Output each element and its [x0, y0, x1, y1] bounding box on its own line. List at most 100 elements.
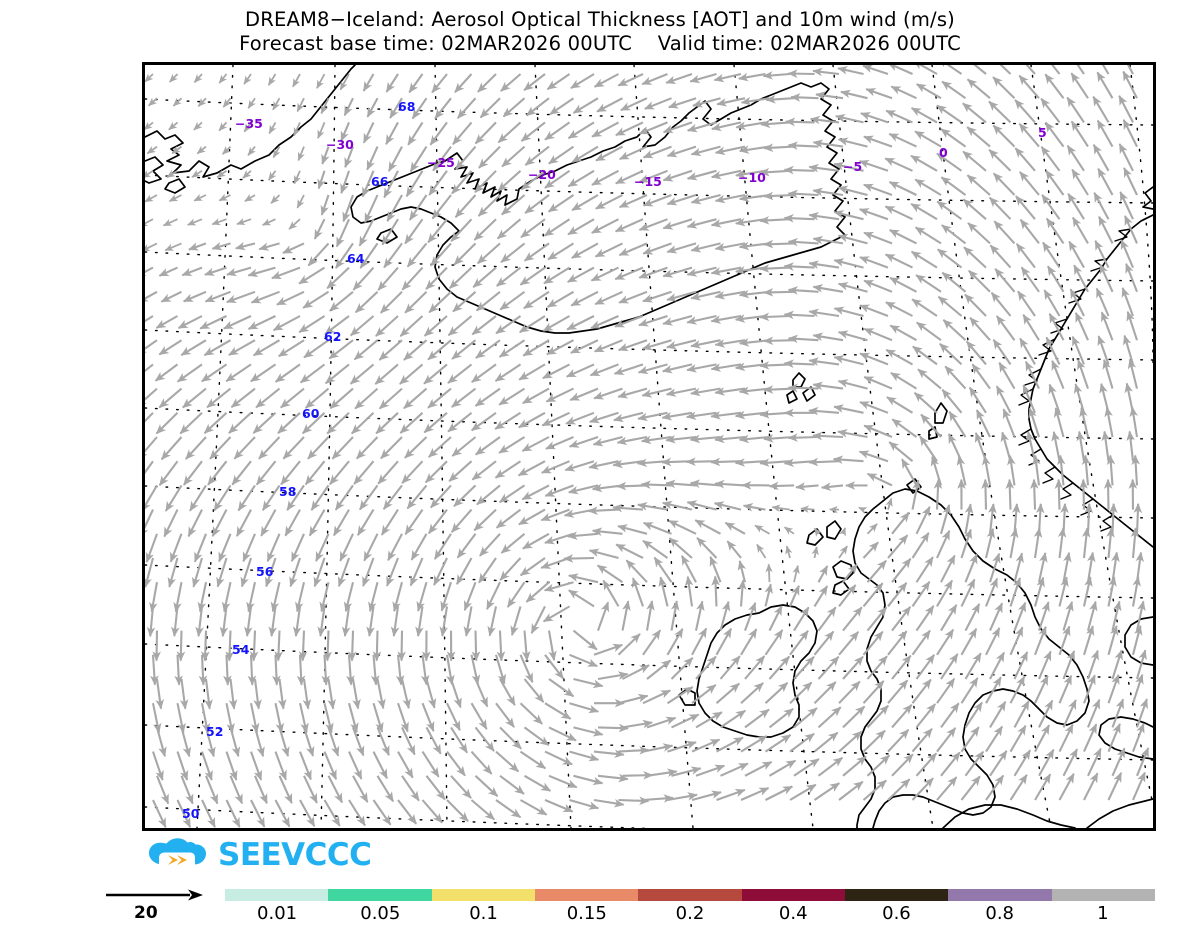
wind-arrow [1129, 406, 1139, 438]
wind-arrow [213, 484, 232, 512]
wind-arrow [862, 582, 884, 608]
wind-arrow [1131, 454, 1141, 486]
wind-arrow [219, 606, 229, 638]
wind-arrow [567, 218, 595, 236]
wind-arrow [155, 678, 165, 710]
wind-arrow [989, 700, 1007, 728]
wind-arrow [1014, 147, 1036, 172]
wind-arrow [1095, 287, 1110, 317]
map-plot-area[interactable]: 68 66 64 62 60 58 56 54 52 50 −35 −30 −25 −20 −15 −10−… [142, 62, 1156, 831]
wind-arrow [478, 145, 501, 169]
wind-arrow [1066, 144, 1085, 172]
wind-arrow [145, 484, 158, 512]
wind-arrow [993, 220, 1016, 245]
wind-arrow [638, 169, 668, 183]
wind-arrow [230, 387, 256, 409]
wind-arrow [1083, 674, 1096, 704]
wind-arrow [1125, 263, 1138, 293]
wind-arrow [346, 654, 355, 686]
wind-arrow [1101, 65, 1110, 75]
wind-arrow [1048, 312, 1065, 341]
wind-arrow [1087, 747, 1102, 777]
wind-arrow [563, 554, 595, 563]
wind-arrow [569, 653, 598, 668]
wind-arrow [299, 751, 312, 781]
wind-arrow [520, 218, 546, 239]
wind-arrow [989, 602, 1004, 632]
wind-arrow [885, 301, 913, 317]
aot-colorbar[interactable] [225, 889, 1155, 901]
wind-arrow [569, 387, 599, 401]
wind-arrow [280, 460, 301, 486]
colorbar-tick-label: 0.01 [257, 903, 298, 924]
wind-arrow [962, 150, 987, 172]
wind-arrow [479, 97, 501, 119]
wind-arrow [988, 196, 1012, 220]
wind-arrow [837, 185, 868, 197]
wind-arrow [296, 654, 306, 686]
wind-arrow [390, 606, 400, 637]
wind-arrow [428, 170, 448, 196]
coast-iceland-westman [376, 228, 398, 244]
wind-arrow [817, 756, 844, 777]
wind-arrow [1034, 675, 1049, 704]
wind-arrow [680, 554, 697, 583]
wind-arrow [817, 565, 829, 583]
wind-arrow [593, 339, 623, 353]
wind-arrow [1015, 243, 1036, 269]
wind-arrow [642, 194, 672, 207]
wind-arrow [1120, 239, 1134, 269]
wind-arrow [543, 218, 571, 237]
wind-arrow [812, 431, 844, 441]
colorbar-tick-label: 0.6 [882, 903, 911, 924]
wind-arrow [887, 534, 909, 559]
wind-arrow [226, 266, 252, 277]
wind-arrow [386, 194, 403, 222]
chart-title-block: DREAM8−Iceland: Aerosol Optical Thicknes… [0, 8, 1200, 56]
wind-arrow [591, 527, 623, 536]
wind-arrow [888, 132, 917, 148]
seevccc-logo[interactable]: SEEVCCC [146, 833, 386, 877]
wind-arrow [1009, 577, 1022, 607]
wind-arrow [271, 266, 301, 280]
wind-arrow [374, 363, 399, 385]
wind-arrow [182, 387, 207, 409]
wind-arrow [858, 208, 889, 221]
wind-arrow [1018, 123, 1040, 148]
wind-arrow [243, 73, 252, 85]
wind-arrow [268, 121, 277, 135]
wind-arrow [833, 404, 864, 414]
wind-arrow [544, 121, 571, 141]
wind-arrow [523, 73, 546, 92]
wind-arrow [646, 768, 678, 778]
wind-arrow [940, 653, 959, 680]
wind-arrow [193, 533, 207, 563]
wind-arrow [225, 799, 241, 828]
wind-arrow [1058, 772, 1075, 801]
wind-arrow [812, 332, 844, 342]
wind-arrow [572, 629, 598, 651]
wind-arrow [254, 775, 268, 805]
wind-arrow [156, 775, 170, 805]
wind-arrow [1135, 649, 1147, 680]
wind-arrow [474, 726, 495, 752]
wind-arrow [1002, 408, 1016, 438]
wind-arrow [1093, 192, 1110, 220]
wind-arrow [919, 435, 938, 462]
wind-arrow [768, 605, 783, 632]
wind-arrow [593, 73, 619, 88]
wind-arrow [290, 533, 305, 562]
wind-arrow [158, 460, 179, 486]
wind-arrow [862, 65, 889, 75]
wind-arrow [454, 194, 477, 219]
wind-arrow [196, 145, 207, 155]
wind-arrow [474, 121, 497, 145]
wind-arrow [768, 481, 795, 491]
wind-arrow [942, 319, 967, 341]
wind-arrow [618, 746, 650, 755]
wind-arrow [940, 554, 956, 583]
wind-arrow [684, 575, 694, 607]
wind-arrow [411, 97, 428, 120]
wind-arrow [858, 160, 889, 172]
wind-arrow [642, 521, 672, 535]
